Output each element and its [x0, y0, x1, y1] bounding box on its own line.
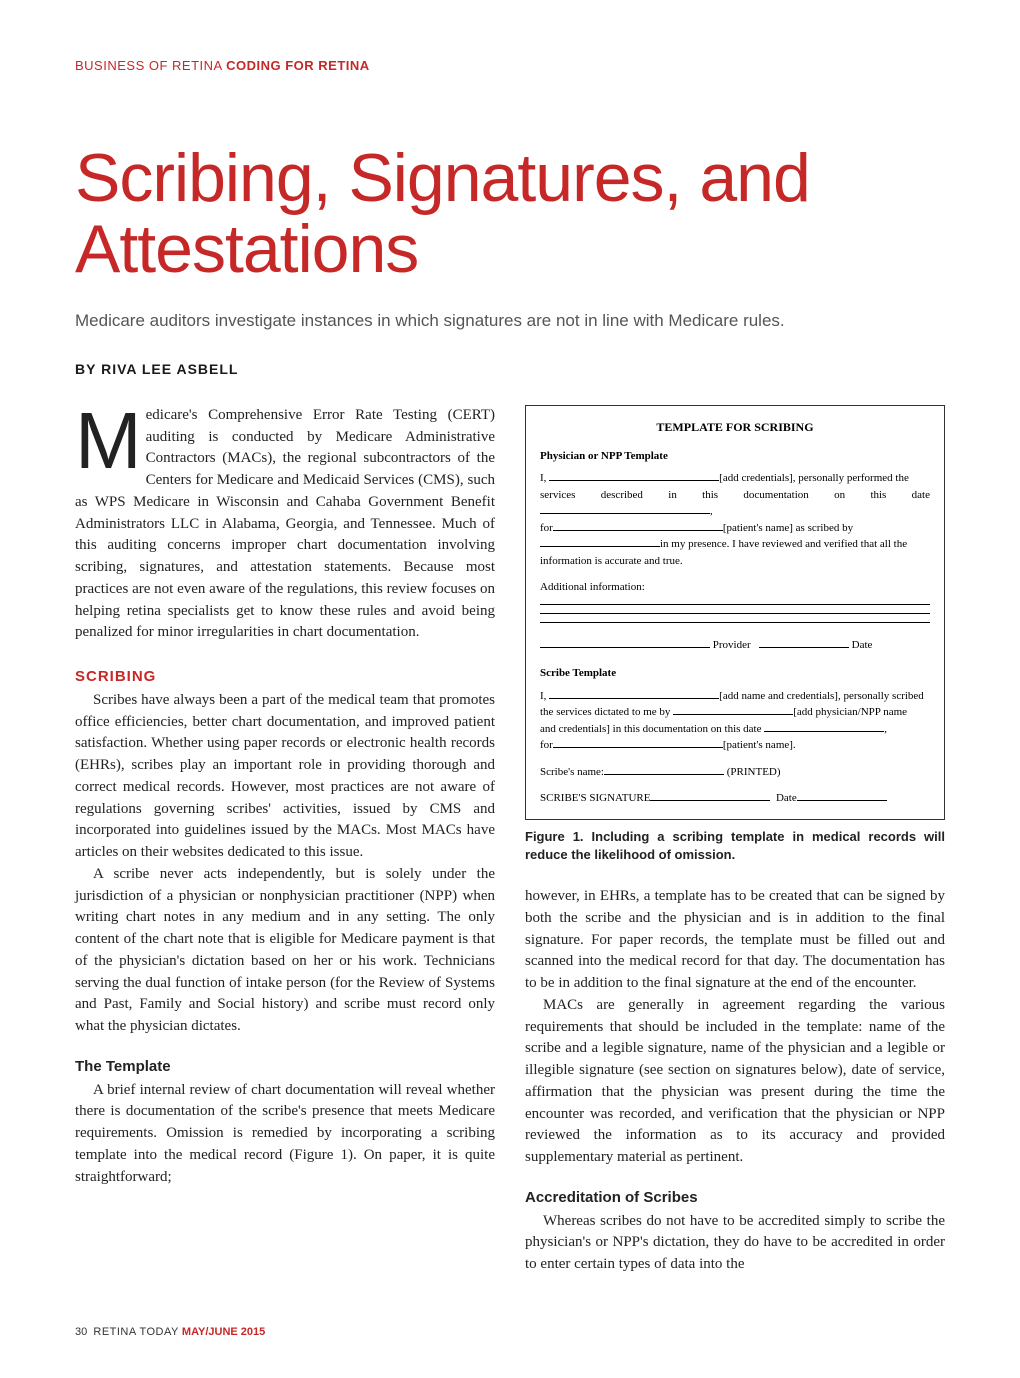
blank-line — [540, 613, 930, 614]
blank-field — [540, 513, 710, 514]
scr-line-3: and credentials] in this documentation o… — [540, 721, 930, 738]
provider-date-row: Provider Date — [540, 637, 930, 654]
phys-line-3: for[patient's name] as scribed by — [540, 520, 930, 537]
blank-field — [604, 774, 724, 775]
scr-line-2: the services dictated to me by [add phys… — [540, 704, 930, 721]
scribe-name-row: Scribe's name: (PRINTED) — [540, 764, 930, 781]
phys-line-4: in my presence. I have reviewed and veri… — [540, 536, 930, 553]
blank-field — [673, 714, 793, 715]
template-heading: The Template — [75, 1056, 495, 1078]
byline: BY RIVA LEE ASBELL — [75, 361, 945, 377]
section-header: BUSINESS OF RETINA CODING FOR RETINA — [75, 58, 945, 73]
blank-field — [650, 800, 770, 801]
accreditation-heading: Accreditation of Scribes — [525, 1187, 945, 1209]
scribe-signature-row: SCRIBE'S SIGNATURE Date — [540, 790, 930, 807]
body-columns: Medicare's Comprehensive Error Rate Test… — [75, 405, 945, 1276]
header-prefix: BUSINESS OF RETINA — [75, 58, 226, 73]
blank-field — [549, 698, 719, 699]
column-right: TEMPLATE FOR SCRIBING Physician or NPP T… — [525, 405, 945, 1276]
blank-field — [797, 800, 887, 801]
column-left: Medicare's Comprehensive Error Rate Test… — [75, 405, 495, 1276]
issue-date: MAY/JUNE 2015 — [182, 1326, 265, 1338]
magazine-name: RETINA TODAY — [93, 1326, 178, 1338]
physician-template-label: Physician or NPP Template — [540, 448, 930, 465]
blank-field — [553, 747, 723, 748]
dropcap: M — [75, 411, 142, 471]
right-p2: MACs are generally in agreement regardin… — [525, 995, 945, 1169]
blank-field — [764, 731, 884, 732]
page-number: 30 — [75, 1326, 87, 1338]
article-subtitle: Medicare auditors investigate instances … — [75, 311, 945, 331]
scr-line-4: for[patient's name]. — [540, 737, 930, 754]
figure-title: TEMPLATE FOR SCRIBING — [540, 418, 930, 436]
additional-info-label: Additional information: — [540, 579, 930, 596]
page-footer: 30 RETINA TODAY MAY/JUNE 2015 — [75, 1326, 945, 1338]
phys-line-5: information is accurate and true. — [540, 553, 930, 570]
right-p1: however, in EHRs, a template has to be c… — [525, 886, 945, 995]
phys-line-1: I, [add credentials], personally perform… — [540, 470, 930, 487]
blank-line — [540, 604, 930, 605]
blank-field — [540, 546, 660, 547]
blank-field — [540, 647, 710, 648]
blank-field — [549, 480, 719, 481]
scr-line-1: I, [add name and credentials], personall… — [540, 688, 930, 705]
figure-1-caption: Figure 1. Including a scribing template … — [525, 828, 945, 864]
scribing-p1: Scribes have always been a part of the m… — [75, 690, 495, 864]
blank-field — [553, 530, 723, 531]
intro-paragraph: Medicare's Comprehensive Error Rate Test… — [75, 405, 495, 644]
phys-line-2: services described in this documentation… — [540, 487, 930, 520]
header-strong: CODING FOR RETINA — [226, 58, 370, 73]
blank-field — [759, 647, 849, 648]
template-p1: A brief internal review of chart documen… — [75, 1080, 495, 1189]
scribing-p2: A scribe never acts independently, but i… — [75, 864, 495, 1038]
accreditation-p1: Whereas scribes do not have to be accred… — [525, 1211, 945, 1276]
scribe-template-label: Scribe Template — [540, 665, 930, 682]
blank-line — [540, 622, 930, 623]
figure-1-box: TEMPLATE FOR SCRIBING Physician or NPP T… — [525, 405, 945, 820]
scribing-heading: SCRIBING — [75, 666, 495, 688]
article-title: Scribing, Signatures, and Attestations — [75, 143, 945, 286]
